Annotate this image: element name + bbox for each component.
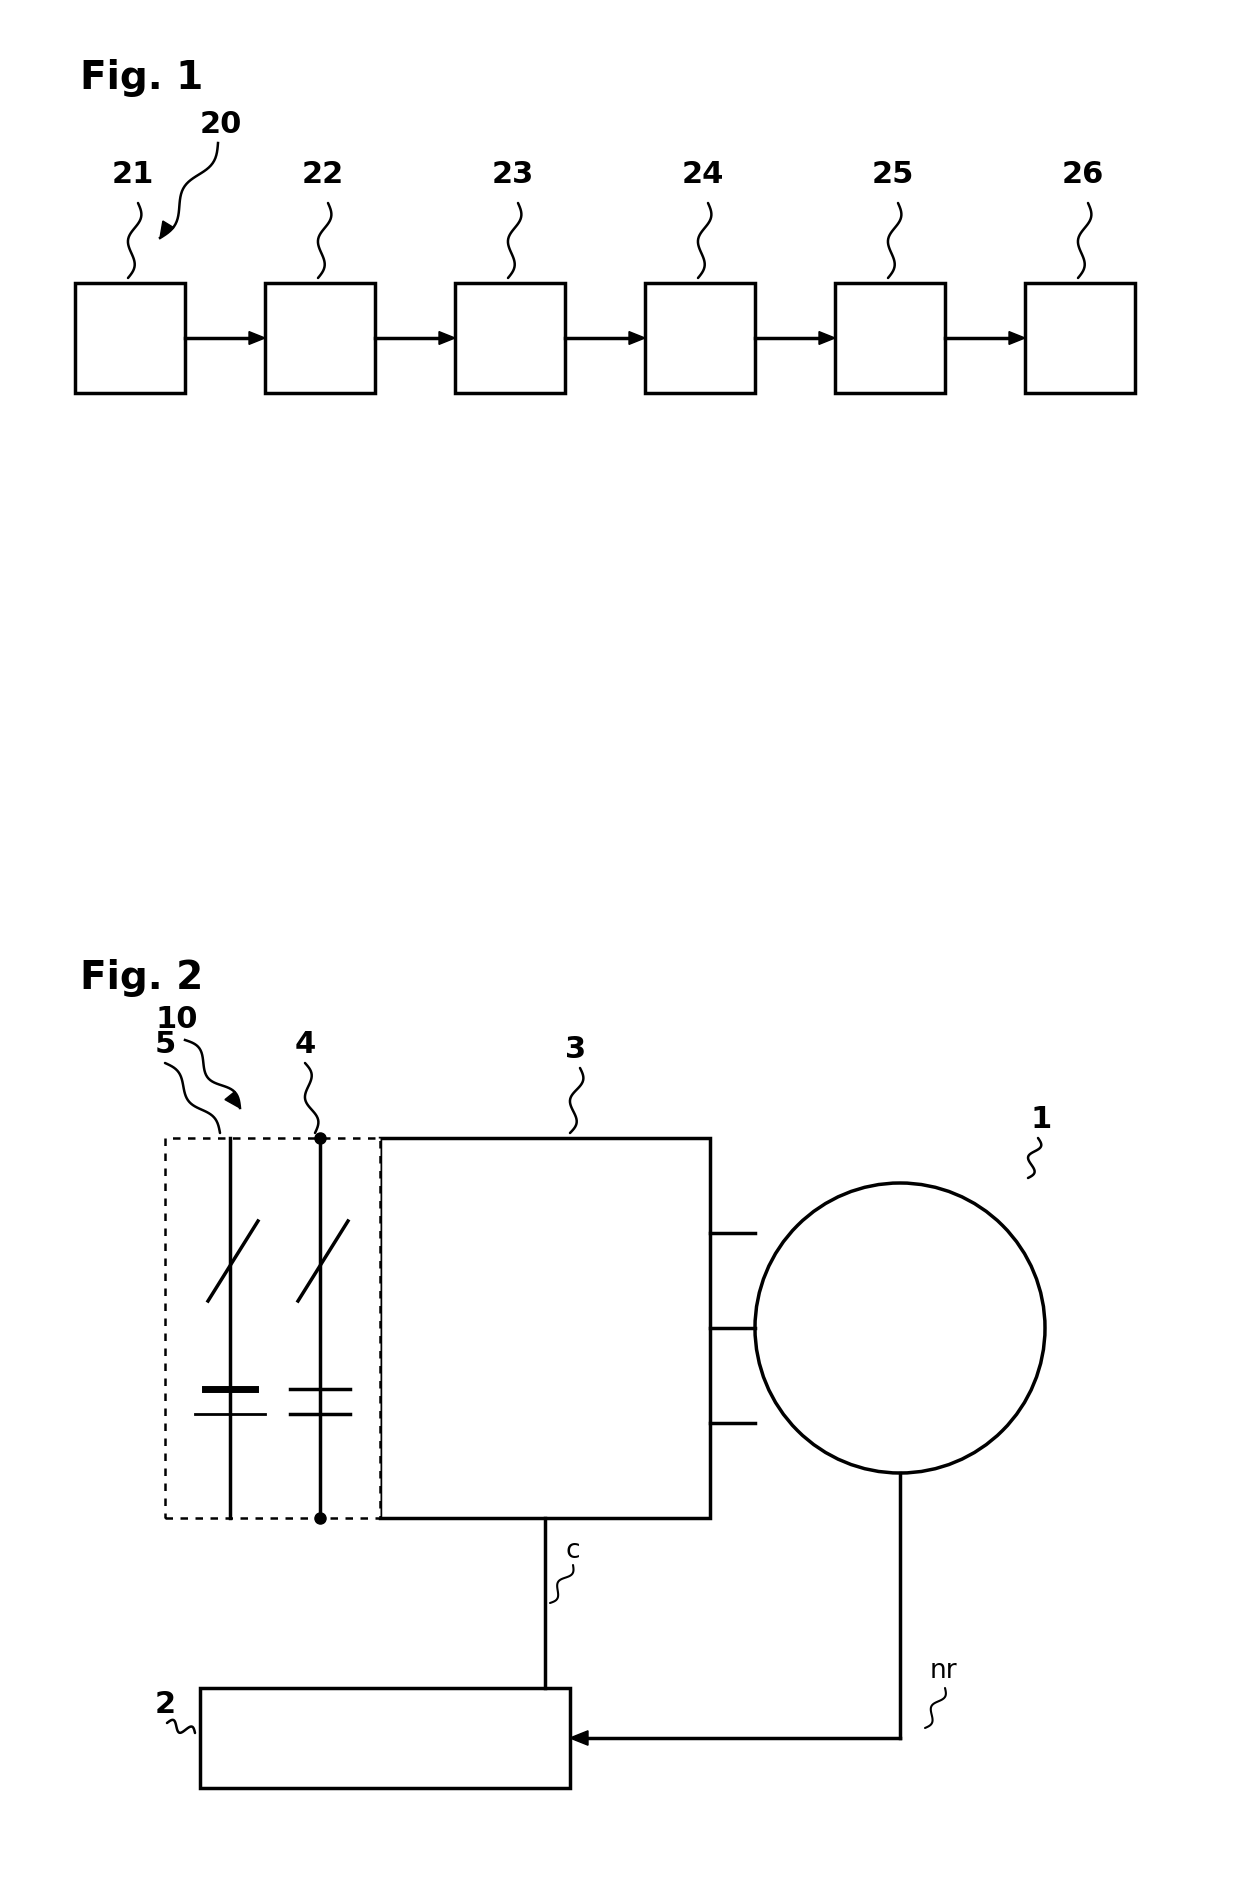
Text: 26: 26 [1061,159,1105,190]
Polygon shape [439,332,455,345]
Text: nr: nr [930,1657,957,1684]
Bar [265,285,374,393]
Polygon shape [629,332,645,345]
Polygon shape [1009,332,1025,345]
Bar [645,285,755,393]
Polygon shape [249,332,265,345]
Text: c: c [565,1537,579,1564]
Bar [835,285,945,393]
Bar [165,1139,379,1518]
Text: 22: 22 [303,159,345,190]
Text: 4: 4 [295,1029,316,1059]
Text: 23: 23 [492,159,534,190]
Text: 5: 5 [155,1029,176,1059]
Text: 3: 3 [565,1034,587,1063]
Polygon shape [570,1731,588,1746]
Polygon shape [224,1091,241,1108]
Bar [379,1139,711,1518]
Bar [74,285,185,393]
Bar [455,285,565,393]
Text: 10: 10 [155,1004,197,1033]
Text: Fig. 1: Fig. 1 [81,59,203,97]
Text: 21: 21 [112,159,154,190]
Bar [1025,285,1135,393]
Text: 20: 20 [200,110,242,139]
Bar [200,1687,570,1788]
Text: Fig. 2: Fig. 2 [81,958,203,996]
Polygon shape [160,222,174,239]
Text: 1: 1 [1030,1105,1052,1133]
Text: 24: 24 [682,159,724,190]
Text: 25: 25 [872,159,914,190]
Text: 2: 2 [155,1689,176,1718]
Polygon shape [818,332,835,345]
